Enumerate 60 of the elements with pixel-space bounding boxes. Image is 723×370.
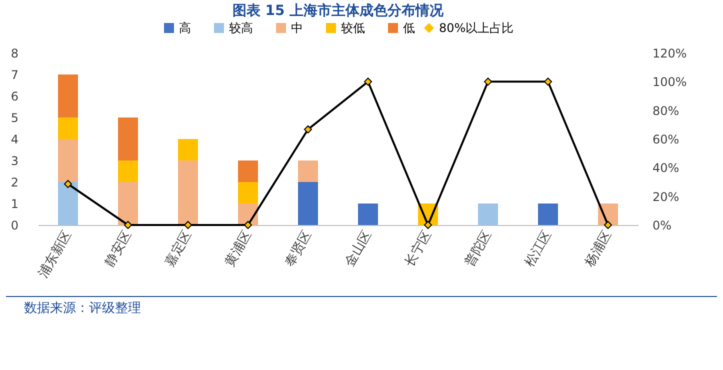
x-tick-label: 松江区 [522, 228, 555, 270]
y2-tick-label: 20% [652, 190, 680, 204]
bar [118, 118, 138, 160]
x-tick-label: 金山区 [342, 228, 375, 270]
x-tick-label: 奉贤区 [282, 228, 315, 270]
y-tick-label: 0 [10, 218, 18, 232]
x-tick-label: 普陀区 [462, 228, 495, 270]
x-tick-label: 杨浦区 [582, 228, 615, 270]
bar [478, 204, 498, 225]
bar [358, 204, 378, 225]
y-tick-label: 4 [10, 132, 18, 146]
point [184, 220, 192, 230]
bar [58, 74, 78, 118]
bar [118, 160, 138, 182]
point [244, 220, 252, 230]
chart-title: 图表 15 上海市主体成色分布情况 [232, 2, 445, 19]
point [64, 180, 72, 188]
y-tick-label: 2 [10, 176, 18, 190]
bar [298, 160, 318, 182]
x-tick-label: 长宁区 [402, 228, 435, 270]
y2-tick-label: 40% [652, 161, 680, 176]
point [304, 125, 312, 134]
legend-label: 低 [403, 21, 415, 35]
point [124, 220, 132, 230]
point [544, 78, 552, 86]
x-tick-label: 浦东新区 [36, 228, 75, 281]
bar [178, 139, 198, 160]
bar [178, 160, 198, 225]
y2-tick-label: 100% [652, 75, 687, 90]
point [364, 78, 372, 86]
x-tick-label: 黄浦区 [222, 228, 255, 270]
legend-label: 中 [291, 21, 303, 35]
bar [298, 182, 318, 225]
x-tick-label: 静安区 [102, 228, 135, 270]
y-tick-label: 7 [10, 68, 18, 82]
x-tick-label: 嘉定区 [162, 228, 195, 270]
bar [238, 182, 258, 204]
bar [118, 182, 138, 225]
point [424, 220, 432, 230]
bar [538, 204, 558, 225]
point [484, 78, 492, 86]
y-tick-label: 6 [10, 90, 18, 104]
point [604, 220, 612, 230]
legend-label: 较高 [229, 21, 253, 35]
y-tick-label: 1 [10, 197, 18, 211]
legend-label: 高 [179, 21, 191, 35]
y-tick-label: 8 [10, 46, 18, 60]
legend-label: 较低 [341, 21, 365, 35]
y2-tick-label: 0% [652, 218, 672, 232]
y2-tick-label: 60% [652, 132, 680, 146]
bar [58, 139, 78, 182]
bar [58, 182, 78, 225]
bar [58, 118, 78, 139]
source-note: 数据来源：评级整理 [6, 296, 717, 319]
legend-label: 80%以上占比 [439, 21, 514, 35]
y-tick-label: 5 [10, 111, 18, 125]
y2-tick-label: 120% [652, 46, 687, 60]
bar [238, 160, 258, 182]
y2-tick-label: 80% [652, 104, 680, 118]
y-tick-label: 3 [10, 154, 18, 168]
